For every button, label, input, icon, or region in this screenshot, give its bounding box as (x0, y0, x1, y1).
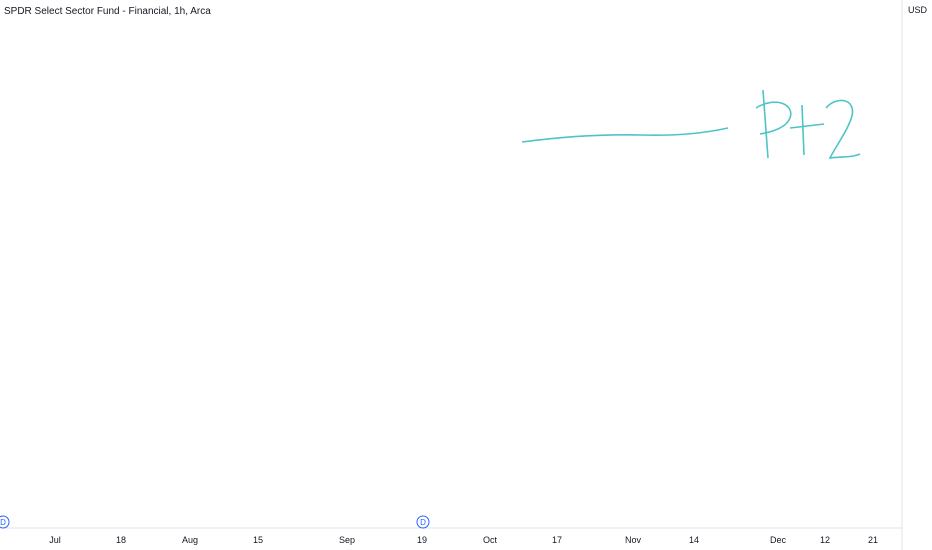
time-tick-label: 15 (253, 535, 263, 545)
dividend-marker[interactable]: D (0, 515, 10, 529)
pt2-digit-2 (825, 99, 861, 160)
time-tick-label: Nov (625, 535, 642, 545)
time-tick-label: 21 (868, 535, 878, 545)
chart-title: SPDR Select Sector Fund - Financial, 1h,… (4, 6, 211, 17)
price-axis-unit: USD (908, 5, 928, 15)
time-tick-label: Sep (339, 535, 355, 545)
time-tick-label: Oct (483, 535, 498, 545)
time-tick-label: Aug (182, 535, 198, 545)
dividend-marker-label: D (0, 518, 6, 527)
time-tick-label: 14 (689, 535, 699, 545)
pt2-arrow-stroke (521, 127, 729, 143)
time-tick-label: 12 (820, 535, 830, 545)
time-tick-label: 17 (552, 535, 562, 545)
pt2-annotation[interactable] (521, 89, 861, 160)
price-axis[interactable]: USD35.0034.5034.0033.5033.1032.7031.9031… (908, 0, 931, 15)
dividend-marker[interactable]: D (416, 515, 430, 529)
time-tick-label: 19 (417, 535, 427, 545)
time-tick-label: Dec (770, 535, 787, 545)
time-axis[interactable]: Jul 18 Aug 15 Sep 19 Oct 17 Nov 14 Dec 12 21 (49, 535, 878, 545)
dividend-marker-label: D (420, 518, 426, 527)
time-tick-label: Jul (49, 535, 61, 545)
pt2-letter-t (789, 104, 825, 156)
time-tick-label: 18 (116, 535, 126, 545)
pt2-letter-p (755, 89, 792, 159)
